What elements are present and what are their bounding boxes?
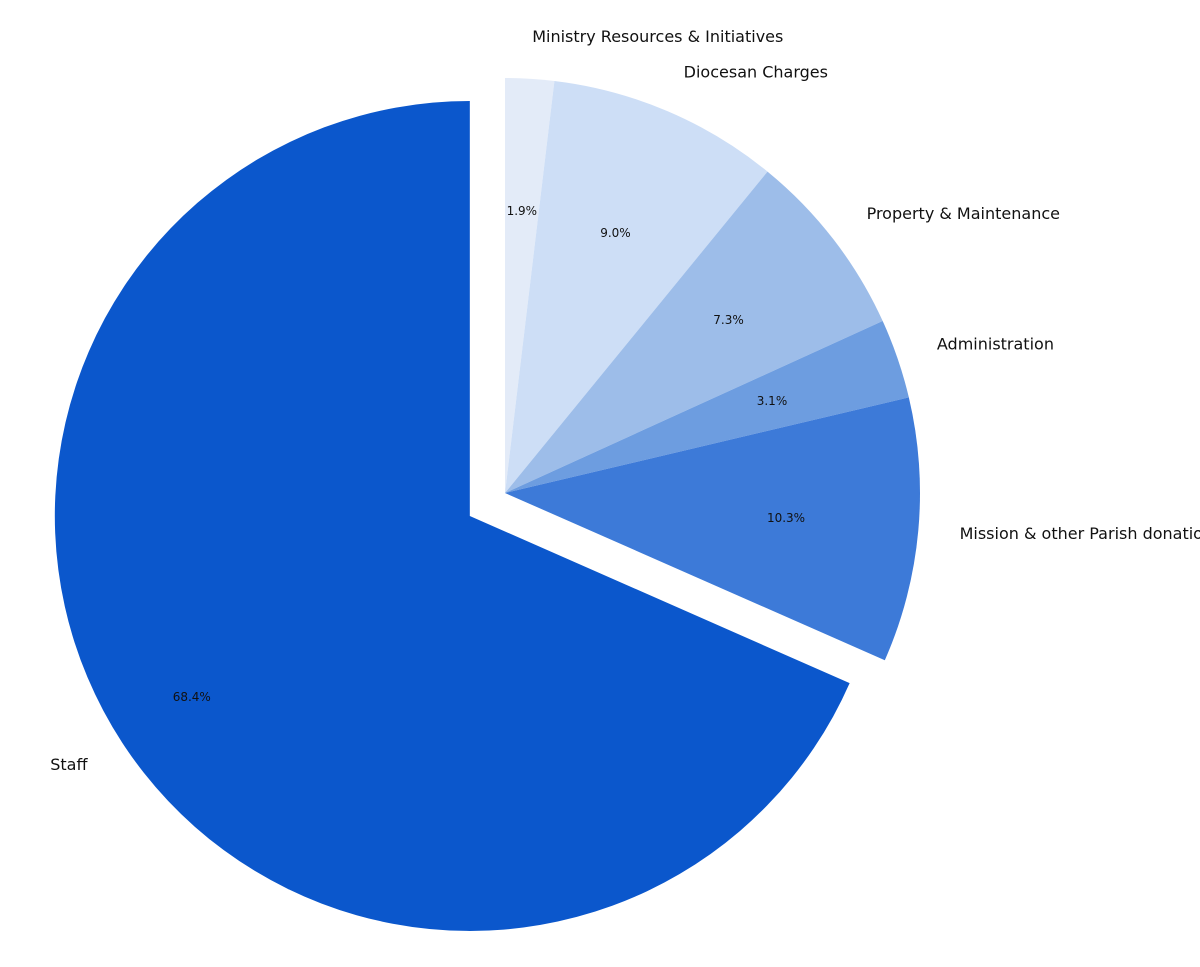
slice-label: Diocesan Charges: [684, 62, 828, 81]
slice-label: Administration: [937, 335, 1054, 354]
slice-label: Staff: [50, 755, 88, 774]
value-label: 68.4%: [173, 690, 211, 704]
value-label: 10.3%: [767, 511, 805, 525]
pie-slice: [505, 397, 920, 661]
pie-slice: [505, 80, 768, 493]
value-label: 1.9%: [507, 204, 538, 218]
value-label: 7.3%: [713, 313, 744, 327]
slice-label: Mission & other Parish donations: [960, 524, 1200, 543]
value-label: 3.1%: [757, 394, 788, 408]
pie-slice: [505, 321, 909, 493]
value-label: 9.0%: [600, 226, 631, 240]
pie-slice: [54, 100, 850, 931]
pie-slice: [505, 78, 555, 493]
pie-slice: [505, 171, 883, 493]
slice-label: Property & Maintenance: [867, 204, 1060, 223]
slice-label: Ministry Resources & Initiatives: [532, 27, 783, 46]
